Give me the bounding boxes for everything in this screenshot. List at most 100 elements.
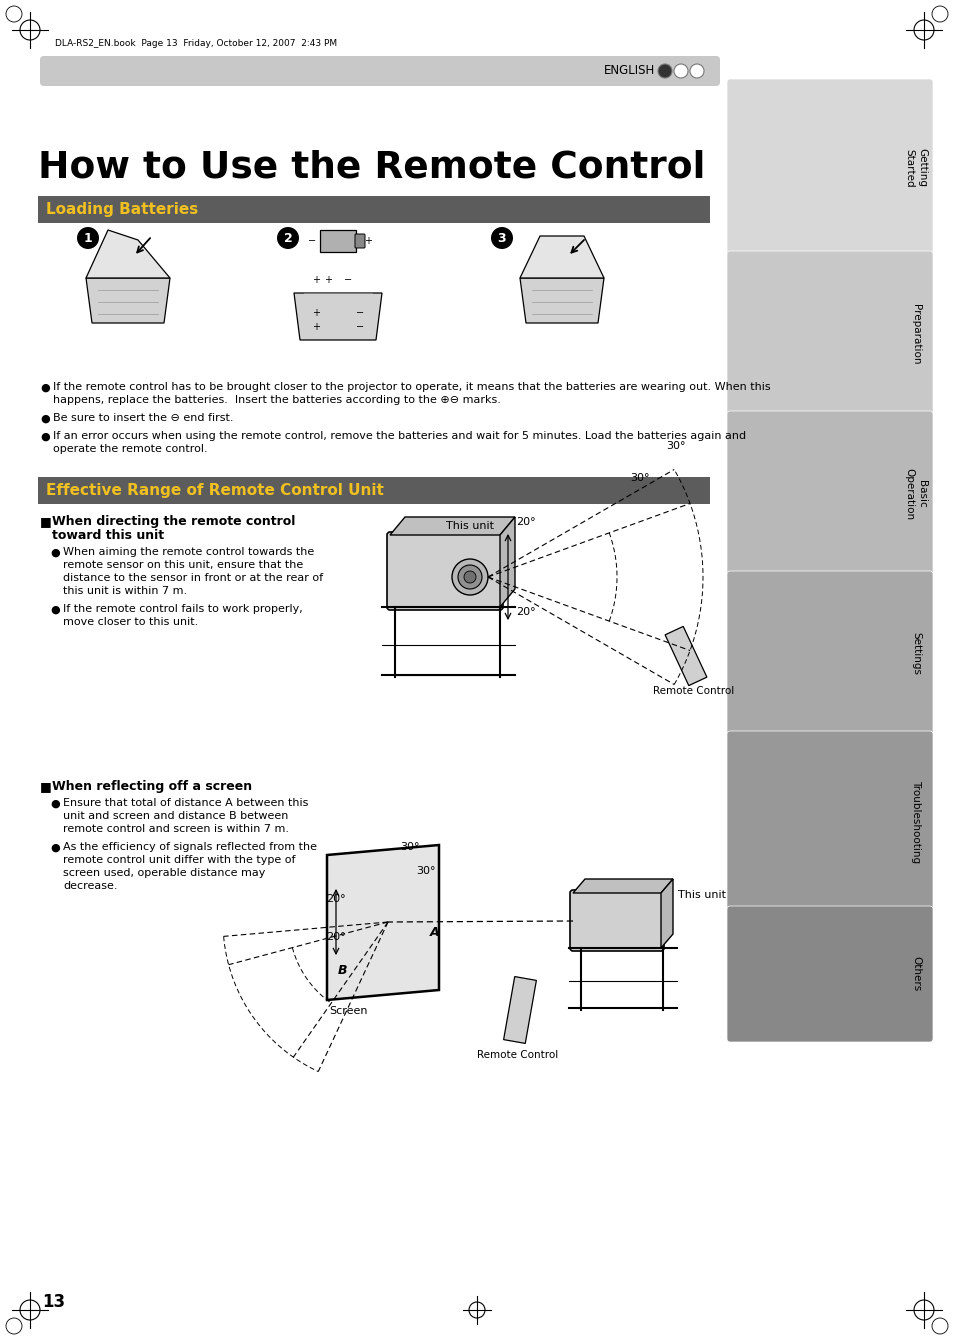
Text: 20°: 20° xyxy=(516,517,535,527)
Text: 3: 3 xyxy=(497,232,506,244)
FancyBboxPatch shape xyxy=(726,79,932,257)
Text: ●: ● xyxy=(50,604,60,615)
Text: operate the remote control.: operate the remote control. xyxy=(53,444,208,454)
Circle shape xyxy=(658,64,671,78)
Text: distance to the sensor in front or at the rear of: distance to the sensor in front or at th… xyxy=(63,574,323,583)
Polygon shape xyxy=(390,517,515,535)
Text: Troubleshooting: Troubleshooting xyxy=(910,780,920,863)
Text: 30°: 30° xyxy=(665,441,685,452)
Text: −: − xyxy=(344,275,352,285)
Text: Effective Range of Remote Control Unit: Effective Range of Remote Control Unit xyxy=(46,482,383,498)
Polygon shape xyxy=(503,977,536,1044)
FancyBboxPatch shape xyxy=(569,890,663,951)
Text: If the remote control fails to work properly,: If the remote control fails to work prop… xyxy=(63,604,302,614)
Text: unit and screen and distance B between: unit and screen and distance B between xyxy=(63,811,288,821)
Text: Getting
Started: Getting Started xyxy=(903,149,926,188)
FancyBboxPatch shape xyxy=(726,571,932,737)
FancyBboxPatch shape xyxy=(726,251,932,417)
Bar xyxy=(38,196,709,222)
Text: 20°: 20° xyxy=(326,933,345,942)
Text: Remote Control: Remote Control xyxy=(476,1051,558,1060)
Circle shape xyxy=(689,64,703,78)
Text: screen used, operable distance may: screen used, operable distance may xyxy=(63,868,265,878)
Circle shape xyxy=(457,565,481,590)
Text: ●: ● xyxy=(50,799,60,809)
Polygon shape xyxy=(664,626,706,686)
FancyBboxPatch shape xyxy=(726,411,932,578)
Text: If the remote control has to be brought closer to the projector to operate, it m: If the remote control has to be brought … xyxy=(53,382,770,393)
Polygon shape xyxy=(573,879,672,892)
Text: If an error occurs when using the remote control, remove the batteries and wait : If an error occurs when using the remote… xyxy=(53,431,745,441)
Text: remote control unit differ with the type of: remote control unit differ with the type… xyxy=(63,855,295,866)
Text: Ensure that total of distance A between this: Ensure that total of distance A between … xyxy=(63,799,308,808)
Text: DLA-RS2_EN.book  Page 13  Friday, October 12, 2007  2:43 PM: DLA-RS2_EN.book Page 13 Friday, October … xyxy=(55,39,336,48)
Text: This unit: This unit xyxy=(678,890,725,900)
Text: +: + xyxy=(312,275,319,285)
FancyBboxPatch shape xyxy=(726,906,932,1043)
Text: 30°: 30° xyxy=(629,473,649,482)
FancyBboxPatch shape xyxy=(726,732,932,913)
Text: A: A xyxy=(430,926,439,939)
Circle shape xyxy=(452,559,488,595)
Text: Screen: Screen xyxy=(329,1006,367,1016)
Text: +: + xyxy=(312,322,319,332)
Text: Loading Batteries: Loading Batteries xyxy=(46,202,198,217)
Circle shape xyxy=(491,226,513,249)
Polygon shape xyxy=(519,277,603,323)
Text: When reflecting off a screen: When reflecting off a screen xyxy=(52,780,252,793)
Text: Remote Control: Remote Control xyxy=(653,686,734,695)
Circle shape xyxy=(673,64,687,78)
Text: When aiming the remote control towards the: When aiming the remote control towards t… xyxy=(63,547,314,557)
Text: Others: Others xyxy=(910,957,920,992)
Polygon shape xyxy=(327,846,438,1000)
Text: remote sensor on this unit, ensure that the: remote sensor on this unit, ensure that … xyxy=(63,560,303,570)
Polygon shape xyxy=(294,293,381,340)
Text: happens, replace the batteries.  Insert the batteries according to the ⊕⊖ marks.: happens, replace the batteries. Insert t… xyxy=(53,395,500,405)
Text: toward this unit: toward this unit xyxy=(52,529,164,541)
FancyBboxPatch shape xyxy=(387,532,502,610)
Text: this unit is within 7 m.: this unit is within 7 m. xyxy=(63,586,187,596)
FancyBboxPatch shape xyxy=(40,56,720,86)
Text: Basic
Operation: Basic Operation xyxy=(903,468,926,520)
Text: ENGLISH: ENGLISH xyxy=(603,64,655,78)
Text: ●: ● xyxy=(50,548,60,557)
Text: B: B xyxy=(337,963,347,977)
Circle shape xyxy=(463,571,476,583)
FancyBboxPatch shape xyxy=(355,234,365,248)
Text: +: + xyxy=(324,275,332,285)
Circle shape xyxy=(77,226,99,249)
Polygon shape xyxy=(86,230,170,277)
Text: 20°: 20° xyxy=(326,894,345,905)
Polygon shape xyxy=(660,879,672,947)
Polygon shape xyxy=(499,517,515,607)
Text: +: + xyxy=(364,236,372,247)
Text: ■: ■ xyxy=(40,515,51,528)
Text: 20°: 20° xyxy=(516,607,535,616)
Bar xyxy=(38,477,709,504)
Text: When directing the remote control: When directing the remote control xyxy=(52,515,295,528)
Text: How to Use the Remote Control: How to Use the Remote Control xyxy=(38,150,704,186)
Text: −: − xyxy=(308,236,315,247)
Text: 2: 2 xyxy=(283,232,292,244)
Text: −: − xyxy=(355,308,364,318)
Text: move closer to this unit.: move closer to this unit. xyxy=(63,616,198,627)
Text: −: − xyxy=(355,322,364,332)
Text: Be sure to insert the ⊖ end first.: Be sure to insert the ⊖ end first. xyxy=(53,413,233,423)
Text: decrease.: decrease. xyxy=(63,880,117,891)
Text: ●: ● xyxy=(40,383,50,393)
Text: 30°: 30° xyxy=(399,842,419,852)
Text: Preparation: Preparation xyxy=(910,304,920,364)
Text: remote control and screen is within 7 m.: remote control and screen is within 7 m. xyxy=(63,824,289,833)
Text: 1: 1 xyxy=(84,232,92,244)
Polygon shape xyxy=(86,277,170,323)
Text: Settings: Settings xyxy=(910,632,920,675)
Text: ●: ● xyxy=(40,414,50,423)
Text: ■: ■ xyxy=(40,780,51,793)
Polygon shape xyxy=(519,236,603,277)
Text: +: + xyxy=(312,308,319,318)
Text: 30°: 30° xyxy=(416,866,435,876)
Text: ●: ● xyxy=(40,431,50,442)
Text: This unit: This unit xyxy=(446,521,494,531)
Text: 13: 13 xyxy=(42,1293,65,1311)
Polygon shape xyxy=(319,230,355,252)
